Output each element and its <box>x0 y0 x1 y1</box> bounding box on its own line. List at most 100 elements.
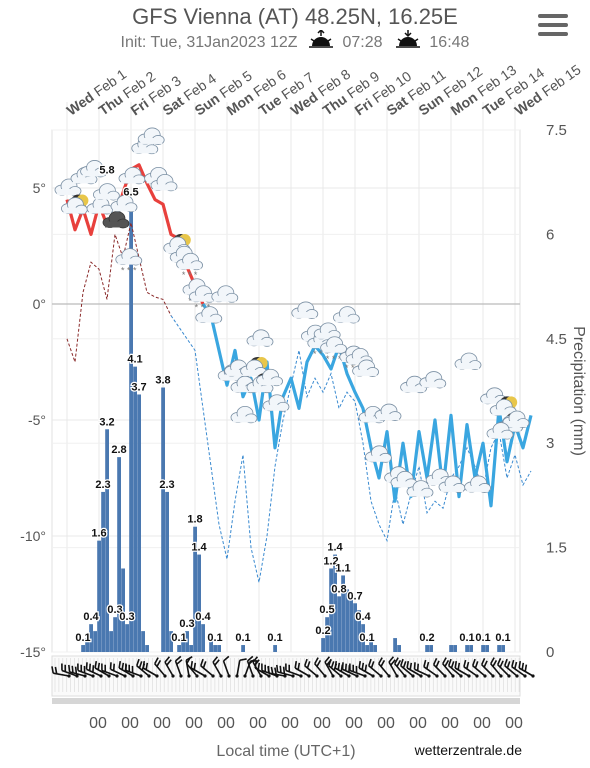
precip-bar <box>501 645 505 652</box>
cloud-part <box>335 316 358 323</box>
wind-barb-icon <box>358 660 375 678</box>
wind-point <box>419 674 423 678</box>
wind-feather <box>274 667 277 675</box>
wind-point <box>259 674 263 678</box>
hour-tick-label: 00 <box>281 715 299 732</box>
cloud-part <box>309 342 332 349</box>
wind-point <box>75 674 79 678</box>
cloud-part <box>105 221 127 228</box>
wind-point <box>507 674 511 678</box>
snowflake: * <box>319 349 323 359</box>
snowflake: * <box>345 363 349 373</box>
wind-feather <box>156 659 162 667</box>
wind-barb-icon <box>447 658 463 678</box>
precip-bar <box>181 638 185 652</box>
wind-barb-icon <box>454 660 471 678</box>
precip-bar <box>165 491 169 652</box>
precip-bar <box>353 603 357 652</box>
wind-point <box>115 674 119 678</box>
precip-value-label: 0.4 <box>83 611 99 623</box>
wind-feather <box>270 666 274 674</box>
menu-button[interactable] <box>538 14 568 36</box>
precip-value-label: 2.3 <box>159 479 174 491</box>
precip-bar <box>109 631 113 652</box>
wind-barb-icon <box>413 662 431 678</box>
cloud-part <box>191 295 214 302</box>
wind-barb-icon <box>186 657 199 678</box>
weather-cloud-icon <box>86 197 114 215</box>
precip-value-label: 0.1 <box>207 632 222 644</box>
precip-value-label: 1.6 <box>91 528 106 540</box>
wind-barb-icon <box>490 657 503 678</box>
wind-barb-icon <box>85 662 103 678</box>
cloud-part <box>457 363 479 369</box>
hour-tick-label: 00 <box>441 715 459 732</box>
wind-feather <box>394 657 399 665</box>
precip-value-label: 0.1 <box>235 632 250 644</box>
cloud-part <box>505 421 527 427</box>
precip-value-label: 3.8 <box>155 375 170 387</box>
wind-feather <box>518 660 522 669</box>
precip-bar <box>321 638 325 652</box>
wind-feather <box>88 663 92 671</box>
cloud-part <box>113 205 135 212</box>
weather-cloud-icon <box>291 301 319 319</box>
wind-feather <box>138 661 143 669</box>
y-right-label: Precipitation (mm) <box>570 326 587 456</box>
wind-point <box>531 674 535 678</box>
weather-cloud-icon <box>438 475 466 493</box>
wind-point <box>299 674 303 678</box>
wind-barb-icon <box>394 657 407 678</box>
wind-point <box>267 674 271 678</box>
precip-value-label: 0.4 <box>195 611 211 623</box>
hour-tick-label: 00 <box>313 715 331 732</box>
cloud-part <box>117 258 140 265</box>
precip-bar <box>369 638 373 652</box>
wind-barb-icon <box>51 666 71 678</box>
precip-bar <box>349 596 353 652</box>
wind-barb-icon <box>61 663 79 678</box>
weather-cloud-icon <box>406 480 434 498</box>
init-line: Init: Tue, 31Jan2023 12Z 07:28 16:48 <box>0 28 590 52</box>
wind-feather <box>164 656 171 663</box>
precip-bar <box>137 394 141 652</box>
precip-value-label: 3.7 <box>131 381 146 393</box>
wind-feather <box>248 659 255 665</box>
wind-feather <box>521 662 525 670</box>
wind-feather <box>344 663 348 671</box>
wind-feather <box>112 663 116 671</box>
wind-point <box>323 674 327 678</box>
weather-cloud-icon <box>211 285 239 303</box>
snowflake: * <box>332 354 336 364</box>
wind-feather <box>399 658 404 666</box>
wind-feather <box>154 657 159 665</box>
cloud-part <box>82 170 105 177</box>
wind-point <box>363 674 367 678</box>
wind-point <box>523 674 527 678</box>
wind-feather <box>402 661 407 669</box>
weather-cloud-snow-icon: *** <box>115 248 143 276</box>
wind-feather <box>202 661 207 669</box>
precip-bar <box>469 645 473 652</box>
wind-barb-icon <box>303 658 319 678</box>
wind-barb-icon <box>235 658 247 678</box>
precip-bar <box>393 638 397 652</box>
precip-bar <box>397 645 401 652</box>
wind-feather <box>193 662 197 670</box>
precip-bar <box>161 387 165 652</box>
precip-bar <box>133 366 137 652</box>
wind-feather <box>492 659 498 667</box>
wind-shaft <box>186 663 198 677</box>
precip-bar <box>169 631 173 652</box>
cloud-part <box>121 177 143 184</box>
wind-feather <box>176 659 183 665</box>
precip-bar <box>85 638 89 652</box>
hour-tick-label: 00 <box>217 715 235 732</box>
wind-point <box>459 674 463 678</box>
cloud-part <box>377 414 399 421</box>
precip-bar <box>361 624 365 652</box>
wind-point <box>67 674 71 678</box>
wind-feather <box>466 661 470 670</box>
wind-barb-icon <box>109 662 127 678</box>
precip-value-label: 0.3 <box>179 618 194 630</box>
